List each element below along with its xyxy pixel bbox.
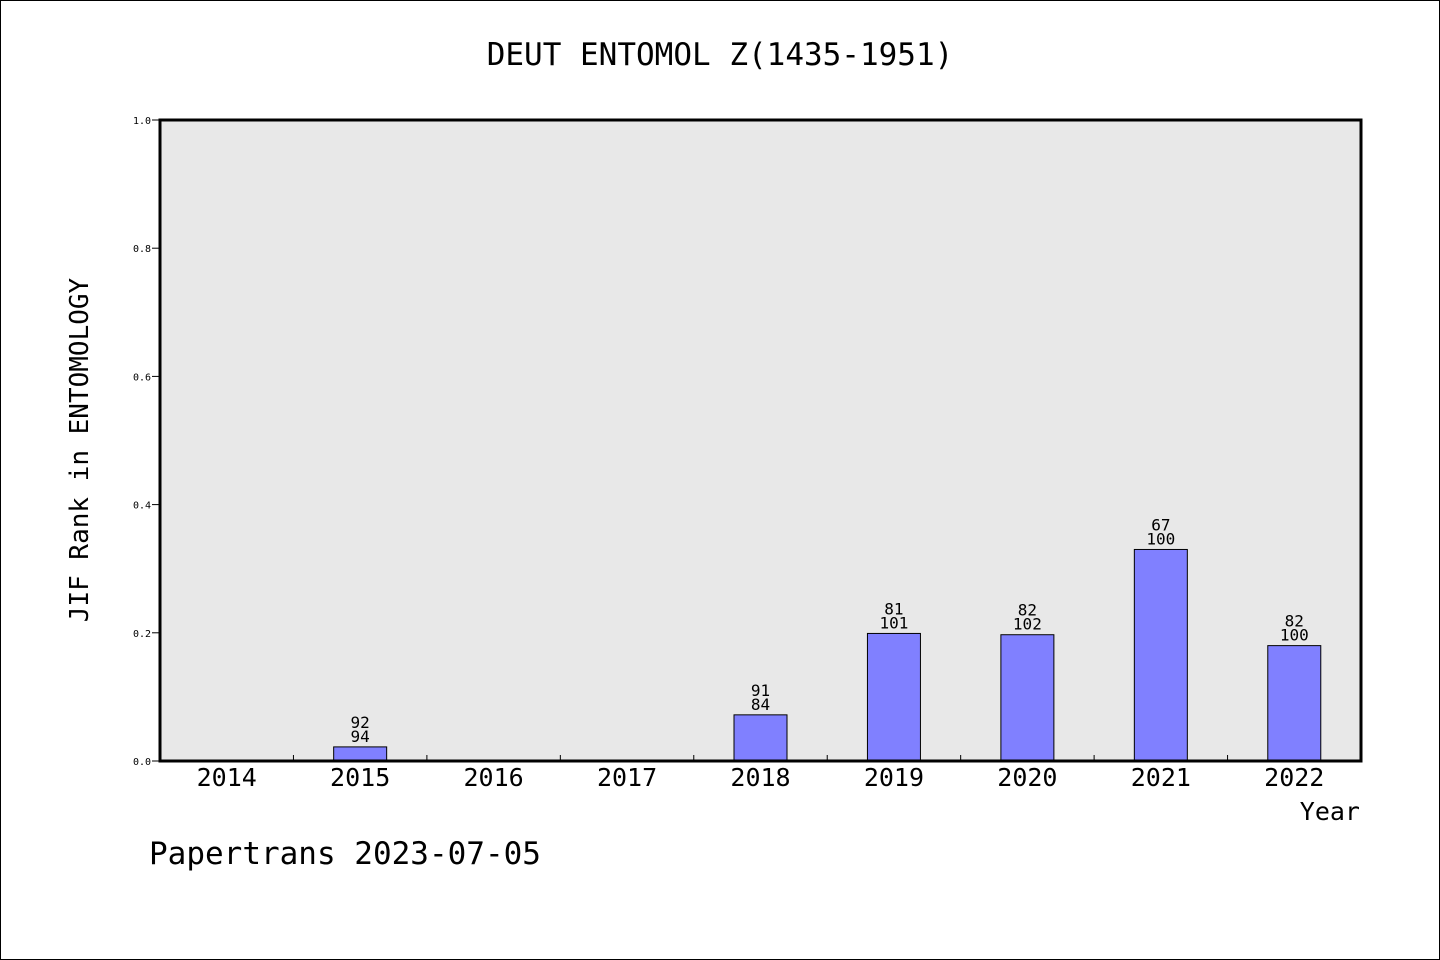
bar-rank-label: 67 xyxy=(1151,515,1170,534)
y-tick-label: 0.0 xyxy=(133,757,151,768)
x-tick-label: 2017 xyxy=(597,763,657,792)
y-tick-label: 0.4 xyxy=(133,501,151,512)
bar xyxy=(333,746,388,762)
y-tick-label: 1.0 xyxy=(133,116,151,127)
footer-text: Papertrans 2023-07-05 xyxy=(149,836,541,872)
bar-rank-label: 82 xyxy=(1018,601,1037,620)
y-tick-label: 0.6 xyxy=(133,372,151,383)
bar xyxy=(733,714,788,762)
plot-border xyxy=(158,118,1363,763)
bar-total-label: 102 xyxy=(1013,615,1042,634)
bar-rank-label: 92 xyxy=(351,713,370,732)
y-axis-ticks: 0.0 0.2 0.4 0.6 0.8 1.0 xyxy=(133,116,160,768)
y-tick-label: 0.8 xyxy=(133,244,151,255)
bar-rank-label: 81 xyxy=(884,599,903,618)
x-axis-label: Year xyxy=(1300,797,1360,826)
bar-rank-label: 82 xyxy=(1285,612,1304,631)
bar-rank-label: 91 xyxy=(751,681,770,700)
bars-layer xyxy=(333,548,1322,762)
x-tick-label: 2018 xyxy=(730,763,790,792)
y-tick-label: 0.2 xyxy=(133,629,151,640)
bar xyxy=(866,632,921,762)
bar xyxy=(1133,548,1188,762)
y-axis-label: JIF Rank in ENTOMOLOGY xyxy=(65,277,95,622)
x-tick-label: 2019 xyxy=(864,763,924,792)
x-tick-label: 2021 xyxy=(1131,763,1191,792)
x-tick-label: 2014 xyxy=(197,763,257,792)
x-tick-label: 2020 xyxy=(997,763,1057,792)
bar xyxy=(1267,645,1322,762)
x-tick-label: 2016 xyxy=(464,763,524,792)
chart-title: DEUT ENTOMOL Z(1435-1951) xyxy=(487,37,954,73)
bar-total-label: 94 xyxy=(351,727,370,746)
bar xyxy=(1000,634,1055,762)
x-tick-label: 2022 xyxy=(1264,763,1324,792)
bar-total-label: 100 xyxy=(1280,626,1309,645)
bar-total-label: 101 xyxy=(879,613,908,632)
bar-total-label: 100 xyxy=(1146,529,1175,548)
bar-total-label: 84 xyxy=(751,695,770,714)
x-axis-ticks: 2014 2015 2016 2017 2018 2019 2020 2021 2022 xyxy=(197,755,1324,792)
x-tick-label: 2015 xyxy=(330,763,390,792)
